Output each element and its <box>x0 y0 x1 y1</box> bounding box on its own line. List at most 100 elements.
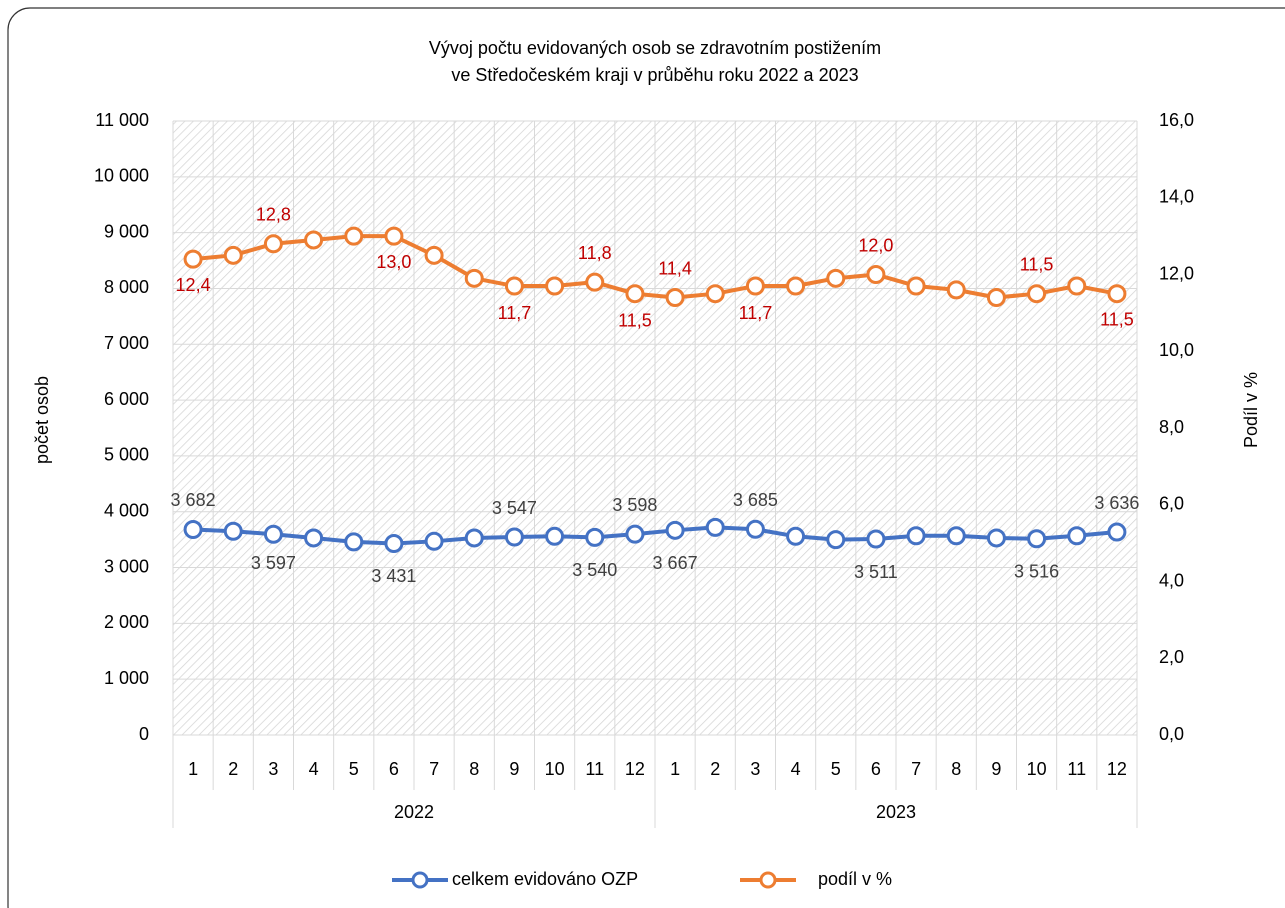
point <box>906 526 926 546</box>
data-label: 11,5 <box>1020 254 1054 274</box>
y-tick-label: 1 000 <box>104 668 149 688</box>
data-label: 11,5 <box>1100 309 1134 329</box>
point <box>705 284 725 304</box>
data-label: 3 516 <box>1014 561 1059 581</box>
x-tick-label: 3 <box>268 759 278 779</box>
y2-tick-label: 0,0 <box>1159 724 1184 744</box>
legend-marker <box>759 871 777 889</box>
data-label: 3 431 <box>371 566 416 586</box>
x-tick-label: 1 <box>670 759 680 779</box>
legend-marker <box>411 871 429 889</box>
x-group-label: 2023 <box>876 802 916 822</box>
y-tick-label: 10 000 <box>94 166 149 186</box>
y2-tick-label: 8,0 <box>1159 417 1184 437</box>
data-label: 11,7 <box>498 303 532 323</box>
x-tick-label: 4 <box>791 759 801 779</box>
point <box>585 527 605 547</box>
data-label: 3 511 <box>854 562 898 582</box>
point <box>1107 284 1127 304</box>
point <box>183 519 203 539</box>
y2-tick-label: 14,0 <box>1159 187 1194 207</box>
y-tick-label: 11 000 <box>95 110 149 130</box>
x-tick-label: 9 <box>991 759 1001 779</box>
point <box>786 526 806 546</box>
data-label: 3 598 <box>612 495 657 515</box>
point <box>464 528 484 548</box>
point <box>344 532 364 552</box>
y-tick-label: 5 000 <box>104 445 149 465</box>
point <box>786 276 806 296</box>
y2-tick-label: 12,0 <box>1159 263 1194 283</box>
point <box>545 526 565 546</box>
point <box>866 265 886 284</box>
point <box>304 528 324 548</box>
legend-label: celkem evidováno OZP <box>452 869 638 889</box>
y-tick-label: 7 000 <box>104 333 149 353</box>
x-tick-label: 8 <box>469 759 479 779</box>
chart-title: Vývoj počtu evidovaných osob se zdravotn… <box>429 38 881 58</box>
point <box>585 272 605 292</box>
point <box>826 530 846 550</box>
x-tick-label: 10 <box>545 759 565 779</box>
point <box>545 276 565 296</box>
data-label: 11,8 <box>578 243 612 263</box>
point <box>263 524 283 544</box>
point <box>946 526 966 546</box>
point <box>384 533 404 553</box>
y-tick-label: 3 000 <box>104 556 149 576</box>
x-tick-label: 2 <box>710 759 720 779</box>
point <box>665 288 685 308</box>
point <box>705 517 725 537</box>
point <box>745 276 765 296</box>
data-label: 3 540 <box>572 560 617 580</box>
data-label: 3 685 <box>733 490 778 510</box>
point <box>1027 529 1047 549</box>
data-label: 12,4 <box>176 275 211 295</box>
point <box>263 234 283 254</box>
data-label: 11,7 <box>739 303 773 323</box>
point <box>304 230 324 250</box>
point <box>986 288 1006 308</box>
x-tick-label: 9 <box>509 759 519 779</box>
data-label: 3 636 <box>1094 493 1139 513</box>
data-label: 11,5 <box>618 310 652 330</box>
x-tick-label: 7 <box>429 759 439 779</box>
y2-tick-label: 10,0 <box>1159 340 1194 360</box>
data-label: 11,4 <box>658 258 692 278</box>
x-tick-label: 3 <box>750 759 760 779</box>
chart-title: ve Středočeském kraji v průběhu roku 202… <box>451 65 858 85</box>
data-label: 13,0 <box>376 252 411 272</box>
legend-label: podíl v % <box>818 869 892 889</box>
data-label: 12,0 <box>858 235 893 255</box>
x-tick-label: 5 <box>349 759 359 779</box>
x-tick-label: 1 <box>188 759 198 779</box>
y-tick-label: 4 000 <box>104 500 149 520</box>
point <box>464 268 484 288</box>
data-label: 3 667 <box>653 553 698 573</box>
data-label: 12,8 <box>256 205 291 225</box>
point <box>625 524 645 544</box>
data-label: 3 682 <box>171 490 216 510</box>
y-tick-label: 2 000 <box>104 612 149 632</box>
x-tick-label: 11 <box>585 759 604 779</box>
data-label: 3 597 <box>251 553 296 573</box>
point <box>745 519 765 539</box>
x-tick-label: 7 <box>911 759 921 779</box>
point <box>866 529 886 549</box>
point <box>223 521 243 541</box>
x-tick-label: 2 <box>228 759 238 779</box>
point <box>1067 276 1087 296</box>
point <box>625 284 645 304</box>
y2-tick-label: 16,0 <box>1159 110 1194 130</box>
point <box>183 249 203 269</box>
x-tick-label: 12 <box>625 759 645 779</box>
point <box>504 527 524 547</box>
point <box>504 276 524 296</box>
x-tick-label: 5 <box>831 759 841 779</box>
point <box>946 280 966 300</box>
point <box>826 268 846 288</box>
y2-tick-label: 2,0 <box>1159 647 1184 667</box>
x-tick-label: 12 <box>1107 759 1127 779</box>
y-axis-label: počet osob <box>32 376 52 464</box>
